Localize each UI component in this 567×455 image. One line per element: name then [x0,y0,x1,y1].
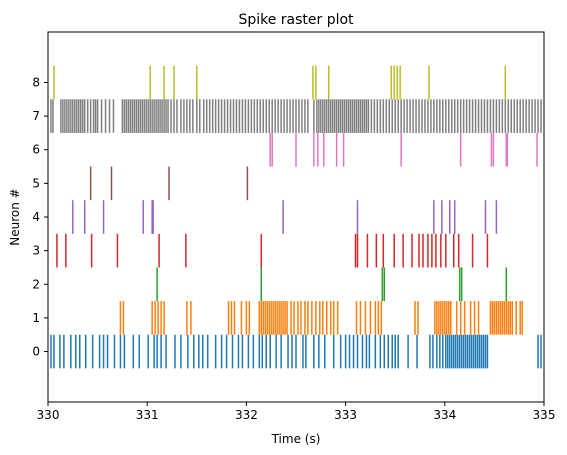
y-axis-label: Neuron # [8,188,22,245]
neuron-0-spikes [50,334,542,369]
x-axis: 330 331 332 333 334 335 [37,402,556,422]
x-tick-label: 332 [235,408,258,422]
neuron-5-spikes [89,166,249,201]
x-tick-label: 333 [334,408,357,422]
x-tick-label: 335 [533,408,556,422]
x-tick-label: 331 [136,408,159,422]
y-tick-label: 2 [32,277,40,291]
neuron-8-spikes [53,65,507,100]
y-tick-label: 8 [32,75,40,89]
neuron-4-spikes [72,200,498,234]
neuron-2-spikes [156,267,508,302]
neuron-7-spikes [50,99,542,133]
chart-title: Spike raster plot [238,12,354,28]
neuron-6-spikes [269,132,538,167]
y-axis: 0 1 2 3 4 5 6 7 8 [32,75,48,359]
spike-layer [50,65,542,369]
y-tick-label: 0 [32,345,40,359]
x-tick-label: 330 [37,408,60,422]
x-axis-label: Time (s) [271,432,321,446]
x-tick-label: 334 [433,408,456,422]
y-tick-label: 7 [32,109,40,123]
y-tick-label: 1 [32,311,40,325]
y-tick-label: 3 [32,244,40,258]
y-tick-label: 6 [32,143,40,157]
y-tick-label: 5 [32,176,40,190]
neuron-1-spikes [119,301,523,335]
y-tick-label: 4 [32,210,40,224]
neuron-3-spikes [56,233,489,268]
